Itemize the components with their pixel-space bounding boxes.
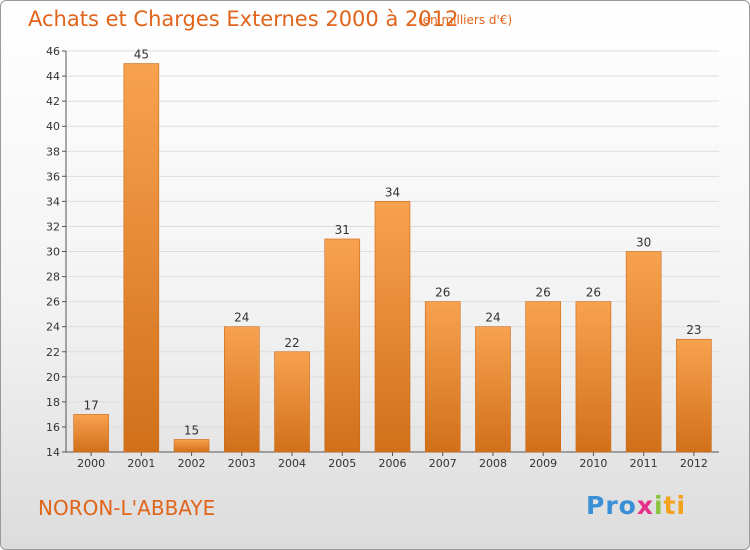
x-tick-label-2005: 2005 (328, 457, 356, 470)
value-label-2008: 24 (485, 311, 500, 325)
x-tick-label-2008: 2008 (479, 457, 507, 470)
logo-part-4: ti (663, 491, 687, 520)
bar-2002 (173, 439, 210, 453)
y-tick-label-14: 14 (46, 446, 60, 459)
bar-2005 (324, 238, 361, 453)
y-tick-label-42: 42 (46, 95, 60, 108)
value-label-2005: 31 (335, 223, 350, 237)
value-label-2009: 26 (536, 286, 551, 300)
value-label-2003: 24 (234, 311, 249, 325)
y-tick-label-24: 24 (46, 321, 60, 334)
value-label-2010: 26 (586, 286, 601, 300)
bar-2009 (525, 301, 561, 453)
value-label-2011: 30 (636, 236, 651, 250)
value-label-2004: 22 (284, 336, 299, 350)
bar-2001 (123, 63, 160, 453)
y-tick-label-16: 16 (46, 421, 60, 434)
value-label-2001: 45 (134, 48, 149, 62)
y-tick-label-20: 20 (46, 371, 60, 384)
logo-part-3: i (653, 491, 664, 520)
bar-2008 (475, 326, 511, 453)
chart-title: Achats et Charges Externes 2000 à 2012 (28, 7, 459, 31)
y-tick-label-46: 46 (46, 45, 60, 58)
y-tick-label-38: 38 (46, 145, 60, 158)
y-tick-label-32: 32 (46, 220, 60, 233)
x-tick-label-2007: 2007 (429, 457, 457, 470)
x-tick-label-2004: 2004 (278, 457, 306, 470)
y-tick-label-22: 22 (46, 346, 60, 359)
bar-2000 (73, 414, 109, 453)
x-tick-label-2009: 2009 (529, 457, 557, 470)
x-tick-label-2001: 2001 (127, 457, 155, 470)
x-tick-label-2010: 2010 (579, 457, 607, 470)
chart-unit: (en milliers d'€) (418, 13, 513, 27)
logo-part-2: x (636, 491, 654, 520)
y-tick-label-18: 18 (46, 396, 60, 409)
value-label-2006: 34 (385, 185, 400, 199)
bar-2010 (575, 301, 612, 453)
y-tick-label-40: 40 (46, 120, 60, 133)
y-tick-label-28: 28 (46, 271, 60, 284)
x-tick-label-2003: 2003 (228, 457, 256, 470)
commune-name: NORON-L'ABBAYE (38, 496, 216, 520)
x-tick-label-2011: 2011 (630, 457, 658, 470)
x-tick-label-2006: 2006 (379, 457, 407, 470)
x-tick-label-2012: 2012 (680, 457, 708, 470)
y-tick-label-34: 34 (46, 195, 60, 208)
x-tick-label-2000: 2000 (77, 457, 105, 470)
bar-2007 (424, 301, 461, 453)
bar-2003 (224, 326, 260, 453)
value-label-2012: 23 (686, 323, 701, 337)
bar-2006 (374, 201, 411, 453)
y-tick-label-30: 30 (46, 246, 60, 259)
proxiti-logo[interactable]: Proxiti (586, 491, 686, 520)
y-tick-label-44: 44 (46, 70, 60, 83)
y-tick-label-36: 36 (46, 170, 60, 183)
y-tick-label-26: 26 (46, 296, 60, 309)
labels: 2000 17 2001 45 2002 15 2003 24 2004 22 2005 31 2006… (77, 48, 708, 470)
value-label-2002: 15 (184, 423, 199, 437)
logo-part-1: Pro (586, 491, 637, 520)
bar-2004 (274, 351, 310, 453)
bars (73, 63, 712, 453)
value-label-2000: 17 (83, 398, 98, 412)
value-label-2007: 26 (435, 286, 450, 300)
x-tick-label-2002: 2002 (178, 457, 206, 470)
bar-2011 (625, 251, 662, 453)
bar-2012 (676, 338, 712, 453)
